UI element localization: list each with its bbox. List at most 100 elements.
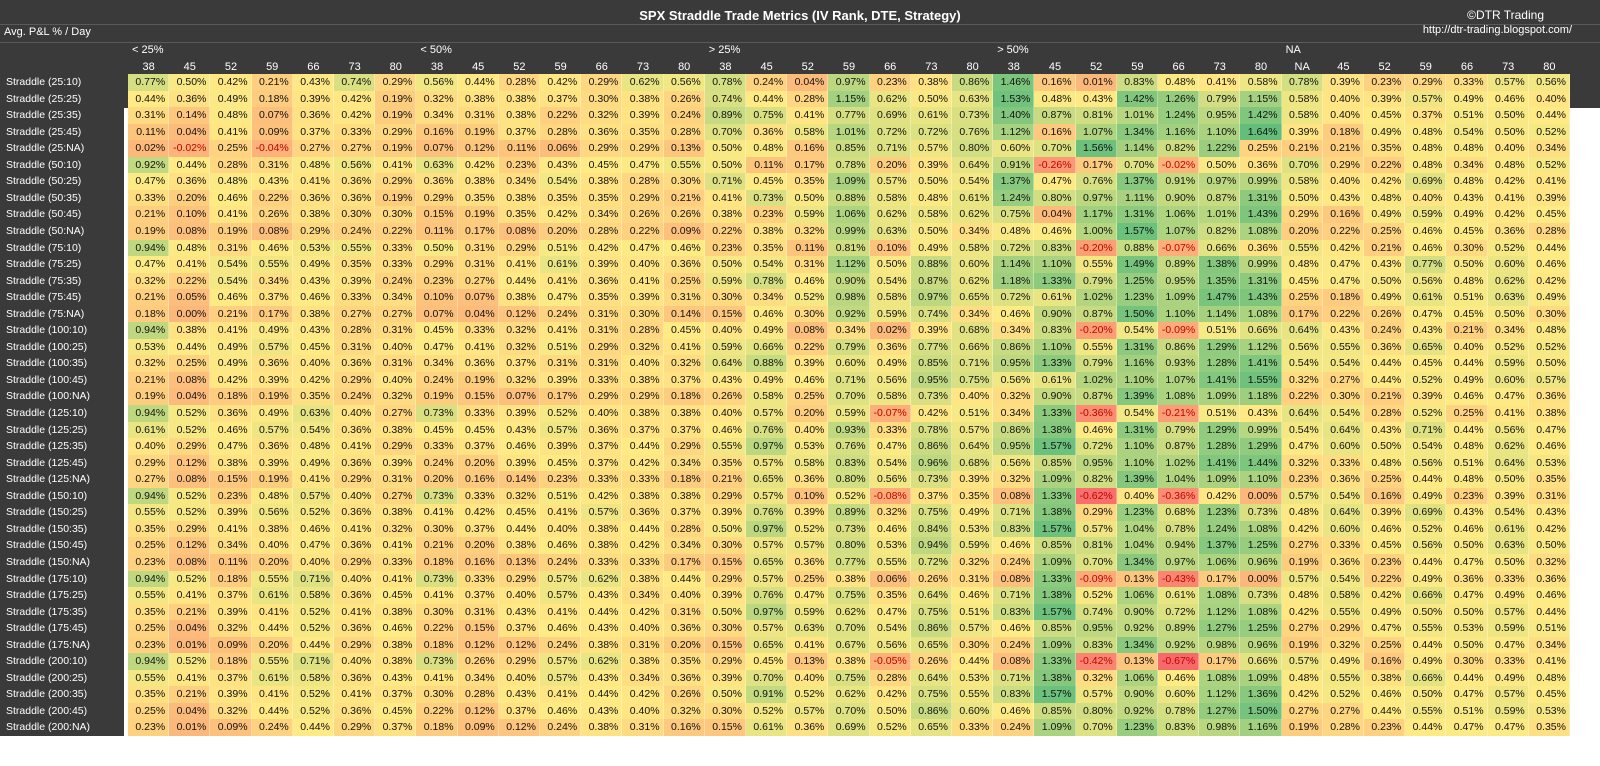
metric-cell[interactable]: 0.51%	[952, 405, 994, 422]
metric-cell[interactable]: 0.27%	[375, 305, 417, 323]
metric-cell[interactable]: 0.49%	[210, 90, 252, 108]
metric-cell[interactable]: 0.21%	[1364, 239, 1406, 257]
metric-cell[interactable]: 0.76%	[746, 587, 788, 605]
metric-cell[interactable]: 0.24%	[993, 553, 1035, 571]
metric-cell[interactable]: 0.46%	[746, 305, 788, 323]
metric-cell[interactable]: 0.44%	[1528, 603, 1570, 621]
metric-cell[interactable]: 0.40%	[375, 338, 417, 356]
metric-cell[interactable]: 0.87%	[910, 272, 952, 290]
metric-cell[interactable]: 1.04%	[1116, 537, 1158, 555]
metric-cell[interactable]: 0.85%	[1034, 702, 1076, 720]
metric-cell[interactable]: 0.83%	[1075, 636, 1117, 654]
metric-cell[interactable]: 0.50%	[1487, 305, 1529, 323]
metric-cell[interactable]: 0.76%	[746, 421, 788, 439]
metric-cell[interactable]: 0.97%	[1075, 189, 1117, 207]
metric-cell[interactable]: 0.34%	[1528, 636, 1570, 654]
metric-cell[interactable]: 0.38%	[704, 206, 746, 224]
metric-cell[interactable]: 0.35%	[1528, 471, 1570, 489]
metric-cell[interactable]: 0.14%	[663, 305, 705, 323]
metric-cell[interactable]: 0.52%	[169, 570, 211, 588]
metric-cell[interactable]: 0.46%	[1487, 90, 1529, 108]
metric-cell[interactable]: 0.51%	[1199, 322, 1241, 340]
metric-cell[interactable]: 0.62%	[581, 570, 623, 588]
metric-cell[interactable]: 1.33%	[1034, 355, 1076, 373]
metric-cell[interactable]: 0.79%	[1075, 355, 1117, 373]
metric-cell[interactable]: 1.41%	[1240, 355, 1282, 373]
metric-cell[interactable]: 0.46%	[993, 537, 1035, 555]
metric-cell[interactable]: 0.43%	[498, 603, 540, 621]
metric-cell[interactable]: 0.17%	[1199, 570, 1241, 588]
metric-cell[interactable]: 0.50%	[704, 520, 746, 538]
metric-cell[interactable]: 0.61%	[540, 256, 582, 274]
metric-cell[interactable]: 0.26%	[663, 90, 705, 108]
metric-cell[interactable]: -0.43%	[1158, 570, 1200, 588]
metric-cell[interactable]: 0.36%	[787, 553, 829, 571]
metric-cell[interactable]: 0.11%	[746, 156, 788, 174]
metric-cell[interactable]: 0.23%	[704, 239, 746, 257]
metric-cell[interactable]: 0.49%	[251, 405, 293, 422]
metric-cell[interactable]: 0.07%	[457, 289, 499, 307]
metric-cell[interactable]: 0.47%	[1487, 719, 1529, 737]
metric-cell[interactable]: 0.90%	[828, 272, 870, 290]
metric-cell[interactable]: 0.45%	[1364, 537, 1406, 555]
metric-cell[interactable]: 0.42%	[457, 156, 499, 174]
metric-cell[interactable]: 0.44%	[498, 272, 540, 290]
metric-cell[interactable]: 0.57%	[581, 504, 623, 522]
metric-cell[interactable]: 0.56%	[1487, 421, 1529, 439]
metric-cell[interactable]: 0.52%	[1405, 371, 1447, 389]
metric-cell[interactable]: 0.74%	[910, 305, 952, 323]
metric-cell[interactable]: 0.95%	[1075, 454, 1117, 472]
metric-cell[interactable]: 0.88%	[828, 189, 870, 207]
metric-cell[interactable]: 1.04%	[1158, 471, 1200, 489]
metric-cell[interactable]: 0.38%	[581, 636, 623, 654]
metric-cell[interactable]: 0.23%	[128, 719, 170, 737]
metric-cell[interactable]: 0.44%	[1364, 371, 1406, 389]
metric-cell[interactable]: 0.41%	[292, 173, 334, 191]
metric-cell[interactable]: 0.40%	[704, 405, 746, 422]
metric-cell[interactable]: 0.44%	[169, 338, 211, 356]
metric-cell[interactable]: 1.64%	[1240, 123, 1282, 141]
metric-cell[interactable]: 1.09%	[1034, 636, 1076, 654]
metric-cell[interactable]: 0.34%	[993, 405, 1035, 422]
metric-cell[interactable]: 0.60%	[1487, 371, 1529, 389]
metric-cell[interactable]: 0.32%	[993, 388, 1035, 406]
metric-cell[interactable]: 1.49%	[1116, 256, 1158, 274]
metric-cell[interactable]: 0.40%	[540, 520, 582, 538]
metric-cell[interactable]: 0.24%	[540, 305, 582, 323]
metric-cell[interactable]: 0.56%	[1405, 537, 1447, 555]
metric-cell[interactable]: 0.80%	[952, 140, 994, 158]
metric-cell[interactable]: 0.82%	[1075, 471, 1117, 489]
metric-cell[interactable]: 0.46%	[1446, 520, 1488, 538]
metric-cell[interactable]: 0.94%	[128, 405, 170, 422]
metric-cell[interactable]: 0.86%	[952, 74, 994, 91]
metric-cell[interactable]: 0.61%	[1487, 520, 1529, 538]
metric-cell[interactable]: 0.39%	[334, 272, 376, 290]
metric-cell[interactable]: 0.39%	[1487, 487, 1529, 505]
metric-cell[interactable]: 0.11%	[498, 140, 540, 158]
metric-cell[interactable]: 0.58%	[292, 669, 334, 687]
metric-cell[interactable]: 0.30%	[704, 620, 746, 638]
metric-cell[interactable]: 0.46%	[993, 305, 1035, 323]
metric-cell[interactable]: 0.50%	[704, 686, 746, 704]
metric-cell[interactable]: 0.70%	[1281, 156, 1323, 174]
metric-cell[interactable]: 0.49%	[1322, 653, 1364, 671]
metric-cell[interactable]: 1.31%	[1116, 338, 1158, 356]
metric-cell[interactable]: 0.36%	[334, 620, 376, 638]
metric-cell[interactable]: 0.97%	[746, 603, 788, 621]
metric-cell[interactable]: 0.33%	[581, 553, 623, 571]
metric-cell[interactable]: 0.98%	[1199, 719, 1241, 737]
metric-cell[interactable]: 0.08%	[993, 653, 1035, 671]
metric-cell[interactable]: 0.77%	[910, 338, 952, 356]
metric-cell[interactable]: 0.66%	[1405, 669, 1447, 687]
metric-cell[interactable]: 1.17%	[1075, 206, 1117, 224]
metric-cell[interactable]: 0.56%	[993, 454, 1035, 472]
metric-cell[interactable]: 0.19%	[416, 388, 458, 406]
metric-cell[interactable]: 0.34%	[457, 669, 499, 687]
metric-cell[interactable]: 0.58%	[787, 454, 829, 472]
metric-cell[interactable]: 0.46%	[787, 371, 829, 389]
metric-cell[interactable]: 0.64%	[910, 669, 952, 687]
metric-cell[interactable]: 0.40%	[334, 487, 376, 505]
metric-cell[interactable]: 0.29%	[375, 438, 417, 456]
metric-cell[interactable]: 0.43%	[581, 702, 623, 720]
metric-cell[interactable]: 0.40%	[292, 553, 334, 571]
